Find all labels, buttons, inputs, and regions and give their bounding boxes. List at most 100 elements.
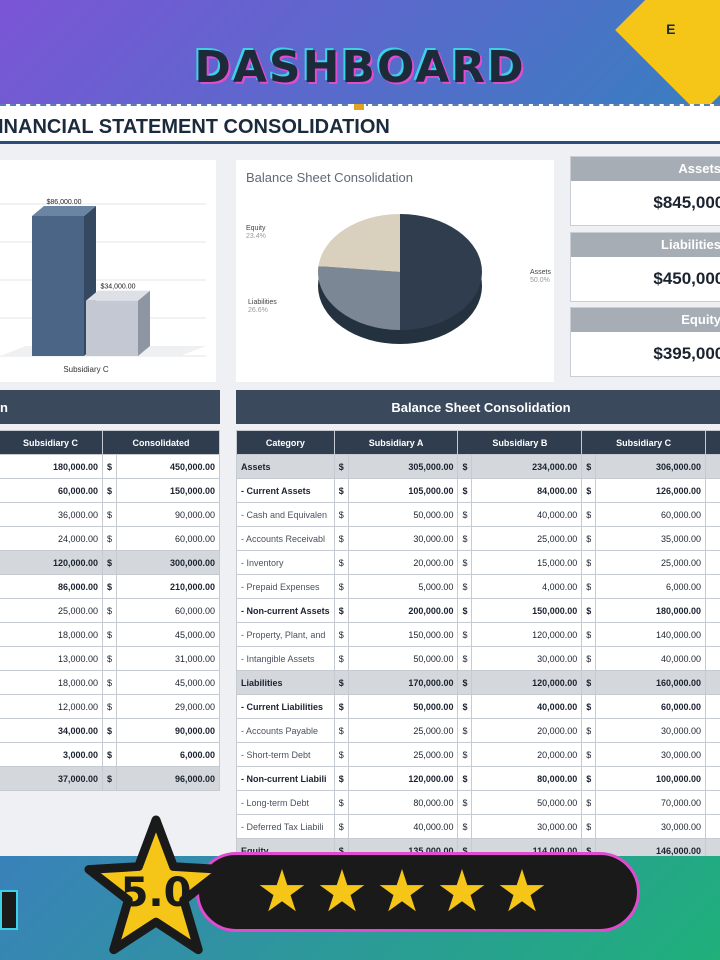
cell-subsidiary-b[interactable]: 120,000.00: [471, 622, 583, 647]
cell-subsidiary-a[interactable]: 50,000.00: [347, 694, 459, 719]
cell-category[interactable]: Liabilities: [236, 670, 335, 695]
cell-category[interactable]: - Accounts Receivabl: [236, 526, 335, 551]
cell-consolidated[interactable]: 150,000.00: [116, 478, 220, 503]
cell-subsidiary-b[interactable]: 20,000.00: [471, 742, 583, 767]
cell-consolidated[interactable]: 210,000.00: [116, 574, 220, 599]
cell-subsidiary-c[interactable]: 3,000.00: [0, 742, 103, 767]
cell-subsidiary-b[interactable]: 30,000.00: [471, 814, 583, 839]
cell-currency[interactable]: $: [457, 766, 473, 791]
cell-currency[interactable]: $: [457, 790, 473, 815]
cell-currency[interactable]: $: [581, 814, 597, 839]
cell-subsidiary-c[interactable]: 30,000.00: [595, 814, 706, 839]
cell-empty[interactable]: [705, 814, 720, 839]
cell-subsidiary-b[interactable]: 84,000.00: [471, 478, 583, 503]
cell-currency[interactable]: $: [581, 502, 597, 527]
cell-currency[interactable]: $: [581, 718, 597, 743]
cell-currency[interactable]: $: [333, 598, 349, 623]
cell-currency[interactable]: $: [581, 574, 597, 599]
cell-empty[interactable]: [705, 454, 720, 479]
cell-subsidiary-c[interactable]: 18,000.00: [0, 622, 103, 647]
cell-category[interactable]: - Current Liabilities: [236, 694, 335, 719]
cell-currency[interactable]: $: [101, 574, 118, 599]
cell-currency[interactable]: $: [457, 478, 473, 503]
cell-currency[interactable]: $: [581, 646, 597, 671]
cell-subsidiary-a[interactable]: 50,000.00: [347, 646, 459, 671]
cell-currency[interactable]: $: [101, 526, 118, 551]
cell-empty[interactable]: [705, 766, 720, 791]
cell-subsidiary-a[interactable]: 200,000.00: [347, 598, 459, 623]
cell-empty[interactable]: [705, 622, 720, 647]
cell-currency[interactable]: $: [457, 838, 473, 856]
cell-currency[interactable]: $: [457, 454, 473, 479]
cell-category[interactable]: - Inventory: [236, 550, 335, 575]
cell-subsidiary-a[interactable]: 30,000.00: [347, 526, 459, 551]
cell-consolidated[interactable]: 45,000.00: [116, 622, 220, 647]
cell-consolidated[interactable]: 300,000.00: [116, 550, 220, 575]
cell-currency[interactable]: $: [333, 838, 349, 856]
cell-subsidiary-c[interactable]: 160,000.00: [595, 670, 706, 695]
cell-currency[interactable]: $: [333, 574, 349, 599]
cell-currency[interactable]: $: [333, 478, 349, 503]
pie-slice-assets[interactable]: [400, 214, 482, 330]
cell-subsidiary-c[interactable]: 34,000.00: [0, 718, 103, 743]
cell-subsidiary-c[interactable]: 70,000.00: [595, 790, 706, 815]
cell-category[interactable]: Equity: [236, 838, 335, 856]
cell-category[interactable]: - Deferred Tax Liabili: [236, 814, 335, 839]
cell-currency[interactable]: $: [333, 622, 349, 647]
cell-subsidiary-b[interactable]: 234,000.00: [471, 454, 583, 479]
cell-subsidiary-c[interactable]: 24,000.00: [0, 526, 103, 551]
cell-currency[interactable]: $: [581, 742, 597, 767]
cell-currency[interactable]: $: [333, 766, 349, 791]
cell-empty[interactable]: [705, 670, 720, 695]
cell-subsidiary-a[interactable]: 20,000.00: [347, 550, 459, 575]
cell-consolidated[interactable]: 45,000.00: [116, 670, 220, 695]
bar[interactable]: [32, 216, 84, 356]
cell-currency[interactable]: $: [333, 454, 349, 479]
cell-category[interactable]: - Current Assets: [236, 478, 335, 503]
cell-subsidiary-c[interactable]: 306,000.00: [595, 454, 706, 479]
cell-subsidiary-b[interactable]: 20,000.00: [471, 718, 583, 743]
cell-currency[interactable]: $: [457, 814, 473, 839]
cell-currency[interactable]: $: [101, 766, 118, 791]
cell-empty[interactable]: [705, 742, 720, 767]
cell-currency[interactable]: $: [457, 550, 473, 575]
cell-subsidiary-a[interactable]: 80,000.00: [347, 790, 459, 815]
cell-category[interactable]: - Accounts Payable: [236, 718, 335, 743]
cell-subsidiary-c[interactable]: 37,000.00: [0, 766, 103, 791]
cell-currency[interactable]: $: [333, 646, 349, 671]
cell-currency[interactable]: $: [581, 550, 597, 575]
cell-category[interactable]: - Non-current Liabili: [236, 766, 335, 791]
cell-currency[interactable]: $: [581, 790, 597, 815]
cell-currency[interactable]: $: [581, 622, 597, 647]
cell-category[interactable]: - Property, Plant, and: [236, 622, 335, 647]
cell-currency[interactable]: $: [101, 694, 118, 719]
cell-subsidiary-c[interactable]: 40,000.00: [595, 646, 706, 671]
cell-consolidated[interactable]: 6,000.00: [116, 742, 220, 767]
cell-currency[interactable]: $: [101, 742, 118, 767]
cell-currency[interactable]: $: [457, 646, 473, 671]
cell-empty[interactable]: [705, 550, 720, 575]
cell-subsidiary-c[interactable]: 30,000.00: [595, 718, 706, 743]
cell-subsidiary-c[interactable]: 120,000.00: [0, 550, 103, 575]
cell-currency[interactable]: $: [457, 526, 473, 551]
cell-empty[interactable]: [705, 838, 720, 856]
cell-subsidiary-c[interactable]: 140,000.00: [595, 622, 706, 647]
cell-subsidiary-c[interactable]: 6,000.00: [595, 574, 706, 599]
cell-empty[interactable]: [705, 718, 720, 743]
cell-currency[interactable]: $: [581, 838, 597, 856]
cell-currency[interactable]: $: [333, 814, 349, 839]
cell-subsidiary-c[interactable]: 126,000.00: [595, 478, 706, 503]
cell-subsidiary-a[interactable]: 105,000.00: [347, 478, 459, 503]
cell-currency[interactable]: $: [101, 598, 118, 623]
cell-consolidated[interactable]: 29,000.00: [116, 694, 220, 719]
cell-subsidiary-c[interactable]: 13,000.00: [0, 646, 103, 671]
cell-subsidiary-c[interactable]: 86,000.00: [0, 574, 103, 599]
pie-slice-equity[interactable]: [318, 214, 400, 272]
cell-currency[interactable]: $: [333, 718, 349, 743]
cell-currency[interactable]: $: [333, 526, 349, 551]
cell-empty[interactable]: [705, 694, 720, 719]
cell-consolidated[interactable]: 90,000.00: [116, 502, 220, 527]
cell-subsidiary-a[interactable]: 135,000.00: [347, 838, 459, 856]
cell-category[interactable]: - Short-term Debt: [236, 742, 335, 767]
cell-subsidiary-c[interactable]: 35,000.00: [595, 526, 706, 551]
